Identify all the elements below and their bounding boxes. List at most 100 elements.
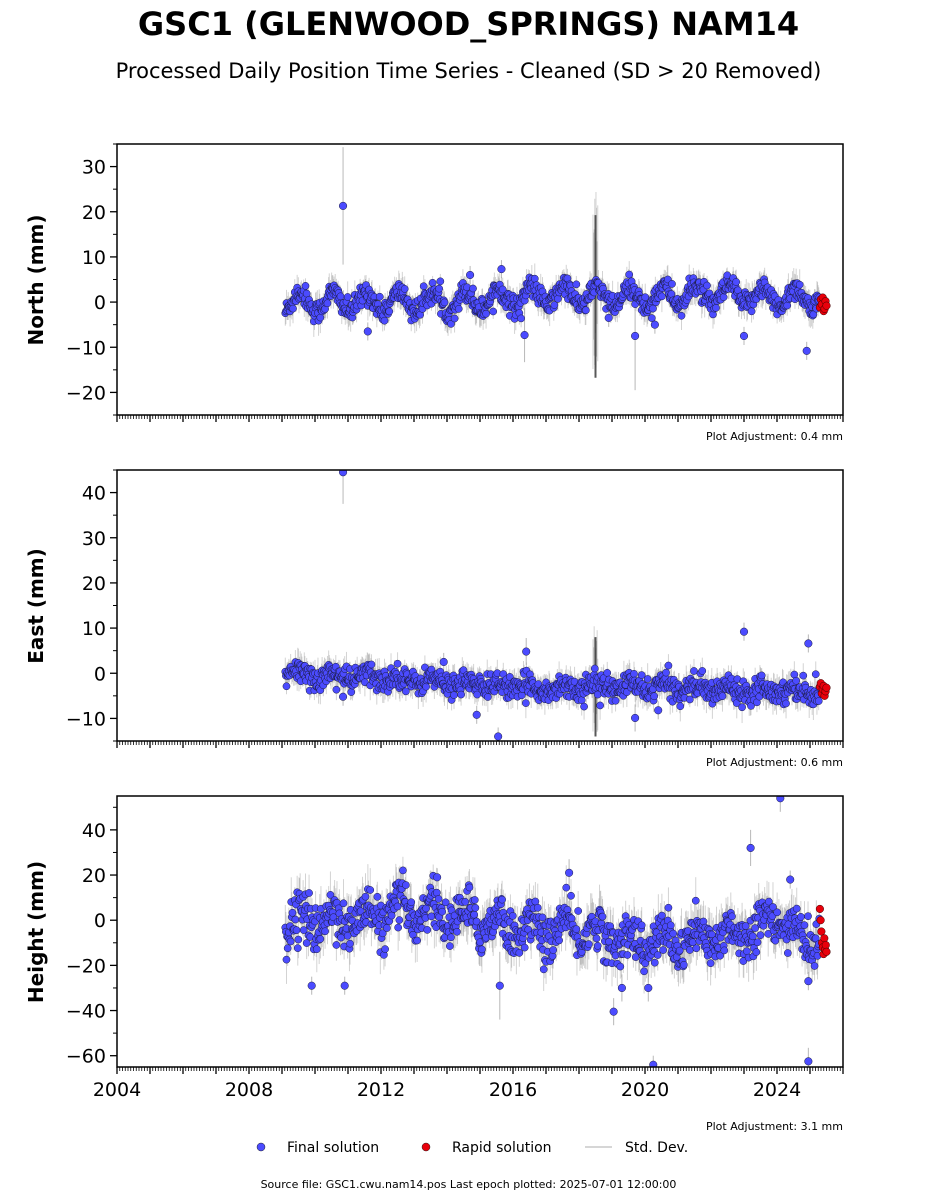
- north-final-point: [667, 290, 676, 298]
- east-outlier-point: [472, 710, 481, 719]
- chart-subtitle: Processed Daily Position Time Series - C…: [116, 59, 822, 83]
- east-final-point: [577, 696, 586, 705]
- east-final-point: [422, 682, 430, 691]
- north-final-point: [658, 292, 666, 301]
- north-final-point: [489, 307, 498, 316]
- east-ytick-label: −10: [66, 708, 106, 730]
- north-final-point: [469, 284, 477, 293]
- east-ytick-label: 30: [82, 528, 106, 550]
- east-final-point: [282, 682, 291, 691]
- north-final-point: [375, 292, 384, 301]
- east-outlier-point: [494, 732, 503, 741]
- east-final-point: [662, 668, 670, 677]
- north-final-point: [677, 311, 686, 320]
- east-outlier-point: [339, 470, 348, 477]
- north-final-point: [419, 282, 428, 291]
- north-final-point: [435, 284, 443, 293]
- north-final-point: [719, 293, 728, 302]
- east-final-point: [698, 667, 707, 675]
- east-final-point: [611, 696, 620, 705]
- north-final-point: [530, 274, 539, 283]
- east-final-point: [457, 690, 465, 699]
- east-final-points: [281, 470, 824, 741]
- north-final-points: [281, 201, 824, 355]
- north-final-point: [289, 304, 297, 313]
- east-final-point: [685, 695, 694, 704]
- north-final-point: [550, 301, 559, 309]
- north-final-point: [647, 314, 656, 322]
- east-outlier-point: [439, 657, 448, 667]
- east-outlier-point: [631, 713, 640, 723]
- north-outlier-point: [802, 346, 811, 355]
- east-final-point: [590, 664, 599, 673]
- north-ylabel: North (mm): [24, 214, 48, 345]
- north-final-point: [428, 278, 437, 287]
- north-final-point: [450, 314, 459, 323]
- north-final-point: [323, 299, 332, 308]
- north-ytick-label: −10: [66, 337, 106, 359]
- east-rapid-point: [822, 683, 831, 692]
- east-final-point: [603, 669, 612, 677]
- east-final-point: [637, 671, 646, 679]
- north-final-point: [498, 285, 507, 294]
- north-std-dev-bars: [284, 147, 820, 391]
- east-ytick-label: 0: [94, 663, 106, 685]
- east-plot-adjustment: Plot Adjustment: 0.6 mm: [706, 756, 843, 769]
- north-final-point: [747, 307, 756, 316]
- north-final-point: [400, 285, 409, 293]
- east-final-point: [664, 661, 673, 670]
- east-final-point: [522, 699, 530, 707]
- east-outlier-point: [522, 647, 531, 656]
- east-final-point: [630, 669, 638, 678]
- north-outlier-point: [631, 331, 640, 341]
- north-final-point: [454, 305, 463, 313]
- east-final-point: [782, 699, 790, 708]
- east-final-point: [402, 687, 410, 696]
- north-final-point: [641, 293, 650, 302]
- east-final-point: [596, 701, 604, 710]
- north-outlier-point: [650, 320, 659, 329]
- east-panel: −10 0 10 20 30 40 East (mm) Plot Adjustment: …: [24, 469, 844, 769]
- north-final-point: [712, 304, 720, 312]
- east-final-point: [643, 675, 652, 683]
- north-final-point: [649, 304, 657, 313]
- north-ytick-label: −20: [66, 382, 106, 404]
- east-final-point: [367, 660, 376, 669]
- east-final-point: [792, 676, 800, 685]
- east-ytick-label: 20: [82, 573, 106, 595]
- east-ytick-label: 40: [82, 483, 106, 505]
- north-final-point: [436, 277, 445, 286]
- east-ytick-label: 10: [82, 618, 106, 640]
- east-final-point: [676, 702, 685, 711]
- north-outlier-point: [363, 327, 372, 336]
- east-final-point: [814, 697, 823, 705]
- north-ytick-label: 0: [94, 292, 106, 314]
- north-final-point: [336, 292, 345, 301]
- east-final-point: [332, 685, 341, 694]
- east-final-point: [580, 702, 588, 711]
- north-rapid-point: [822, 301, 831, 310]
- north-outlier-point: [466, 270, 475, 280]
- east-final-point: [347, 688, 356, 696]
- east-outlier-point: [654, 706, 663, 715]
- north-final-point: [482, 309, 490, 318]
- north-final-point: [517, 314, 525, 323]
- north-final-point: [572, 280, 581, 289]
- north-final-point: [703, 281, 711, 290]
- east-final-point: [450, 691, 458, 699]
- north-outlier-point: [497, 265, 506, 274]
- east-final-point: [650, 692, 659, 701]
- chart-title: GSC1 (GLENWOOD_SPRINGS) NAM14: [138, 5, 799, 43]
- north-ytick-label: 20: [82, 202, 106, 224]
- north-final-point: [440, 298, 449, 307]
- north-ytick-label: 30: [82, 157, 106, 179]
- north-outlier-point: [520, 331, 529, 340]
- east-outlier-point: [804, 639, 813, 648]
- north-final-point: [447, 320, 455, 328]
- north-final-point: [301, 282, 310, 290]
- east-outlier-point: [339, 692, 348, 701]
- north-panel: −20 −10 0 10 20 30 North (mm) Plot Adjustment…: [24, 143, 844, 443]
- east-final-point: [757, 671, 766, 680]
